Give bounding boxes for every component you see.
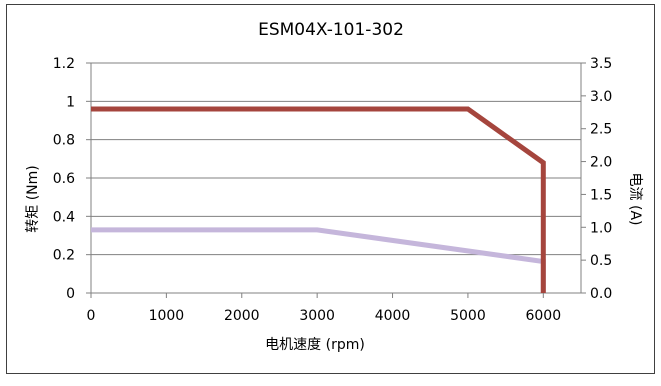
y-axis-left-label: 转矩 (Nm) (25, 165, 41, 232)
chart-frame: ESM04X-101-302 0 1000 2000 3000 4000 5000 6000… (6, 4, 655, 374)
grid-layer (91, 62, 581, 256)
x-tick-label: 5000 (450, 308, 486, 324)
y-right-tick-label: 3.0 (590, 89, 612, 105)
y-left-tick-label: 1.2 (53, 56, 75, 72)
x-tick-label: 1000 (149, 308, 185, 324)
y-left-tick-label: 1 (66, 94, 75, 110)
y-right-tick-label: 1.5 (590, 187, 612, 203)
x-tick-label: 4000 (375, 308, 411, 324)
ticks-layer: 0 1000 2000 3000 4000 5000 6000 0 0.2 0.4 0.6 0.8 1 1… (53, 56, 613, 324)
y-right-tick-label: 2.0 (590, 155, 612, 171)
current-series-line (91, 227, 546, 293)
y-left-tick-label: 0.4 (53, 209, 75, 225)
chart-title: ESM04X-101-302 (258, 20, 404, 40)
y-right-tick-label: 0.0 (590, 286, 612, 302)
y-left-tick-label: 0.2 (53, 248, 75, 264)
y-left-tick-label: 0.6 (53, 171, 75, 187)
x-tick-label: 2000 (224, 308, 260, 324)
x-tick-label: 6000 (525, 308, 561, 324)
y-right-tick-label: 2.5 (590, 122, 612, 138)
series-layer (91, 106, 546, 293)
x-axis-label: 电机速度 (rpm) (265, 337, 365, 353)
x-tick-label: 0 (87, 308, 96, 324)
y-right-tick-label: 1.0 (590, 220, 612, 236)
y-right-tick-label: 3.5 (590, 56, 612, 72)
y-left-tick-label: 0 (66, 286, 75, 302)
y-left-tick-label: 0.8 (53, 133, 75, 149)
x-tick-label: 3000 (299, 308, 335, 324)
y-axis-right-label: 电流 (A) (627, 173, 643, 226)
chart-svg: ESM04X-101-302 0 1000 2000 3000 4000 5000 6000… (25, 20, 643, 353)
torque-series-line (91, 106, 546, 293)
y-right-tick-label: 0.5 (590, 253, 612, 269)
